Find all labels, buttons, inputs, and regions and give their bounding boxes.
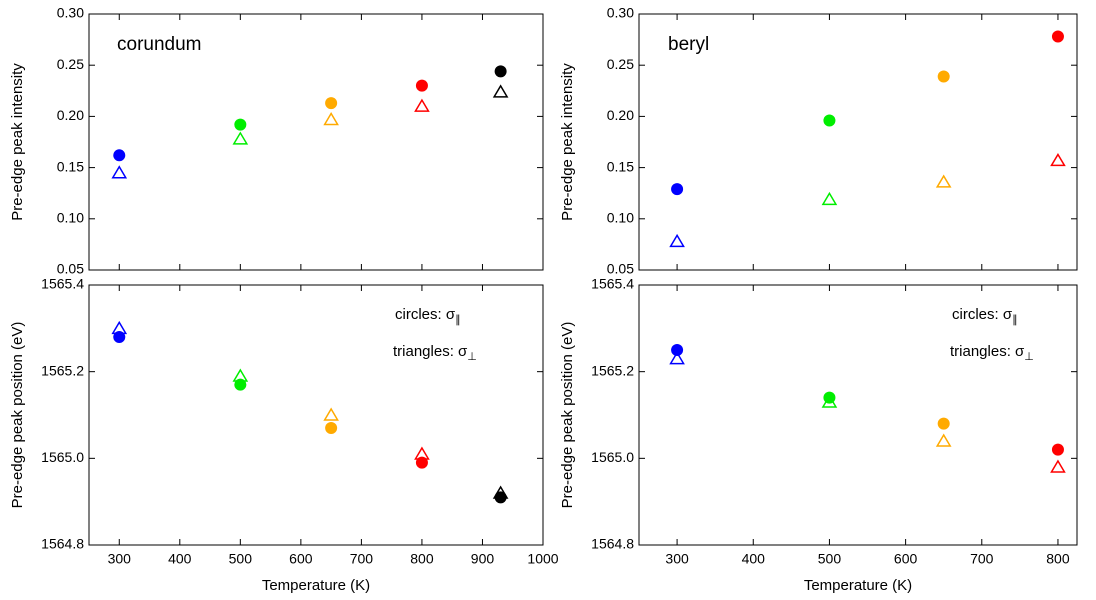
circle-marker (823, 114, 836, 127)
annotation: circles: σ∥ (952, 306, 1018, 326)
triangle-marker (492, 84, 509, 98)
y-tick-label: 0.05 (57, 261, 84, 277)
triangle-marker (669, 233, 685, 248)
x-tick-label: 500 (229, 551, 253, 567)
triangle-marker (414, 446, 430, 460)
circle-marker (113, 149, 126, 162)
y-tick-label: 0.10 (57, 210, 84, 226)
circle-marker (1051, 443, 1064, 456)
annotation-subscript: ⊥ (467, 351, 477, 363)
annotation-text: triangles: σ (950, 343, 1025, 360)
x-tick-label: 800 (410, 551, 434, 567)
plot-frame (88, 13, 544, 271)
circle-marker (415, 79, 428, 92)
x-tick-label: 700 (970, 551, 994, 567)
triangle-marker (492, 485, 509, 499)
y-axis-label: Pre-edge peak position (eV) (559, 322, 576, 509)
x-axis-label: Temperature (K) (804, 577, 912, 594)
x-tick-label: 600 (289, 551, 313, 567)
annotation-text: circles: σ (395, 306, 456, 323)
y-tick-label: 1565.0 (41, 449, 84, 465)
panel-title: beryl (668, 34, 709, 55)
y-tick-label: 0.25 (57, 56, 84, 72)
y-tick-label: 1565.4 (41, 276, 84, 292)
y-axis-label: Pre-edge peak position (eV) (9, 322, 26, 509)
y-tick-label: 0.30 (57, 5, 84, 21)
y-tick-label: 1565.0 (591, 449, 634, 465)
x-tick-label: 1000 (527, 551, 558, 567)
y-tick-label: 1565.2 (591, 362, 634, 378)
triangle-marker (821, 191, 838, 206)
x-tick-label: 700 (350, 551, 374, 567)
circle-marker (671, 183, 684, 196)
x-tick-label: 300 (108, 551, 132, 567)
x-tick-label: 800 (1046, 551, 1070, 567)
x-tick-label: 400 (742, 551, 766, 567)
triangle-marker (1050, 152, 1066, 167)
y-tick-label: 0.25 (607, 56, 634, 72)
triangle-marker (669, 351, 685, 365)
x-axis-label: Temperature (K) (262, 577, 370, 594)
y-tick-label: 0.05 (607, 261, 634, 277)
triangle-marker (1050, 459, 1066, 473)
y-tick-label: 0.20 (57, 107, 84, 123)
annotation-text: circles: σ (952, 306, 1013, 323)
y-tick-label: 1564.8 (41, 536, 84, 552)
x-tick-label: 600 (894, 551, 918, 567)
circle-marker (234, 118, 247, 131)
y-tick-label: 0.15 (57, 158, 84, 174)
circle-marker (671, 344, 684, 356)
y-tick-label: 1565.2 (41, 362, 84, 378)
plot-frame (88, 284, 544, 546)
triangle-marker (935, 433, 952, 447)
triangle-marker (821, 394, 838, 408)
panel-title: corundum (117, 34, 202, 55)
triangle-marker (935, 174, 952, 188)
triangle-marker (414, 98, 430, 112)
y-tick-label: 0.10 (607, 210, 634, 226)
triangle-marker (232, 368, 249, 382)
triangle-marker (111, 320, 128, 335)
triangle-marker (232, 131, 249, 145)
triangle-marker (323, 111, 339, 126)
y-tick-label: 0.30 (607, 5, 634, 21)
y-axis-label: Pre-edge peak intensity (9, 63, 26, 221)
y-tick-label: 1564.8 (591, 536, 634, 552)
circle-marker (937, 70, 950, 83)
annotation-text: triangles: σ (393, 343, 468, 360)
circle-marker (325, 422, 338, 434)
x-tick-label: 500 (818, 551, 842, 567)
triangle-marker (323, 407, 339, 421)
annotation-subscript: ∥ (1012, 314, 1018, 326)
x-tick-label: 400 (168, 551, 192, 567)
annotation: triangles: σ⊥ (950, 343, 1034, 363)
y-axis-label: Pre-edge peak intensity (559, 63, 576, 221)
y-tick-label: 1565.4 (591, 276, 634, 292)
circle-marker (937, 417, 950, 430)
plot-frame (638, 284, 1078, 546)
plot-frame (638, 13, 1078, 271)
y-tick-label: 0.15 (607, 158, 634, 174)
triangle-marker (111, 165, 128, 179)
annotation: circles: σ∥ (395, 306, 461, 326)
annotation: triangles: σ⊥ (393, 343, 477, 363)
circle-marker (494, 65, 507, 78)
x-tick-label: 300 (665, 551, 689, 567)
x-tick-label: 900 (471, 551, 495, 567)
annotation-subscript: ∥ (455, 314, 461, 326)
y-tick-label: 0.20 (607, 107, 634, 123)
circle-marker (325, 97, 338, 110)
circle-marker (1051, 30, 1064, 43)
annotation-subscript: ⊥ (1024, 351, 1034, 363)
